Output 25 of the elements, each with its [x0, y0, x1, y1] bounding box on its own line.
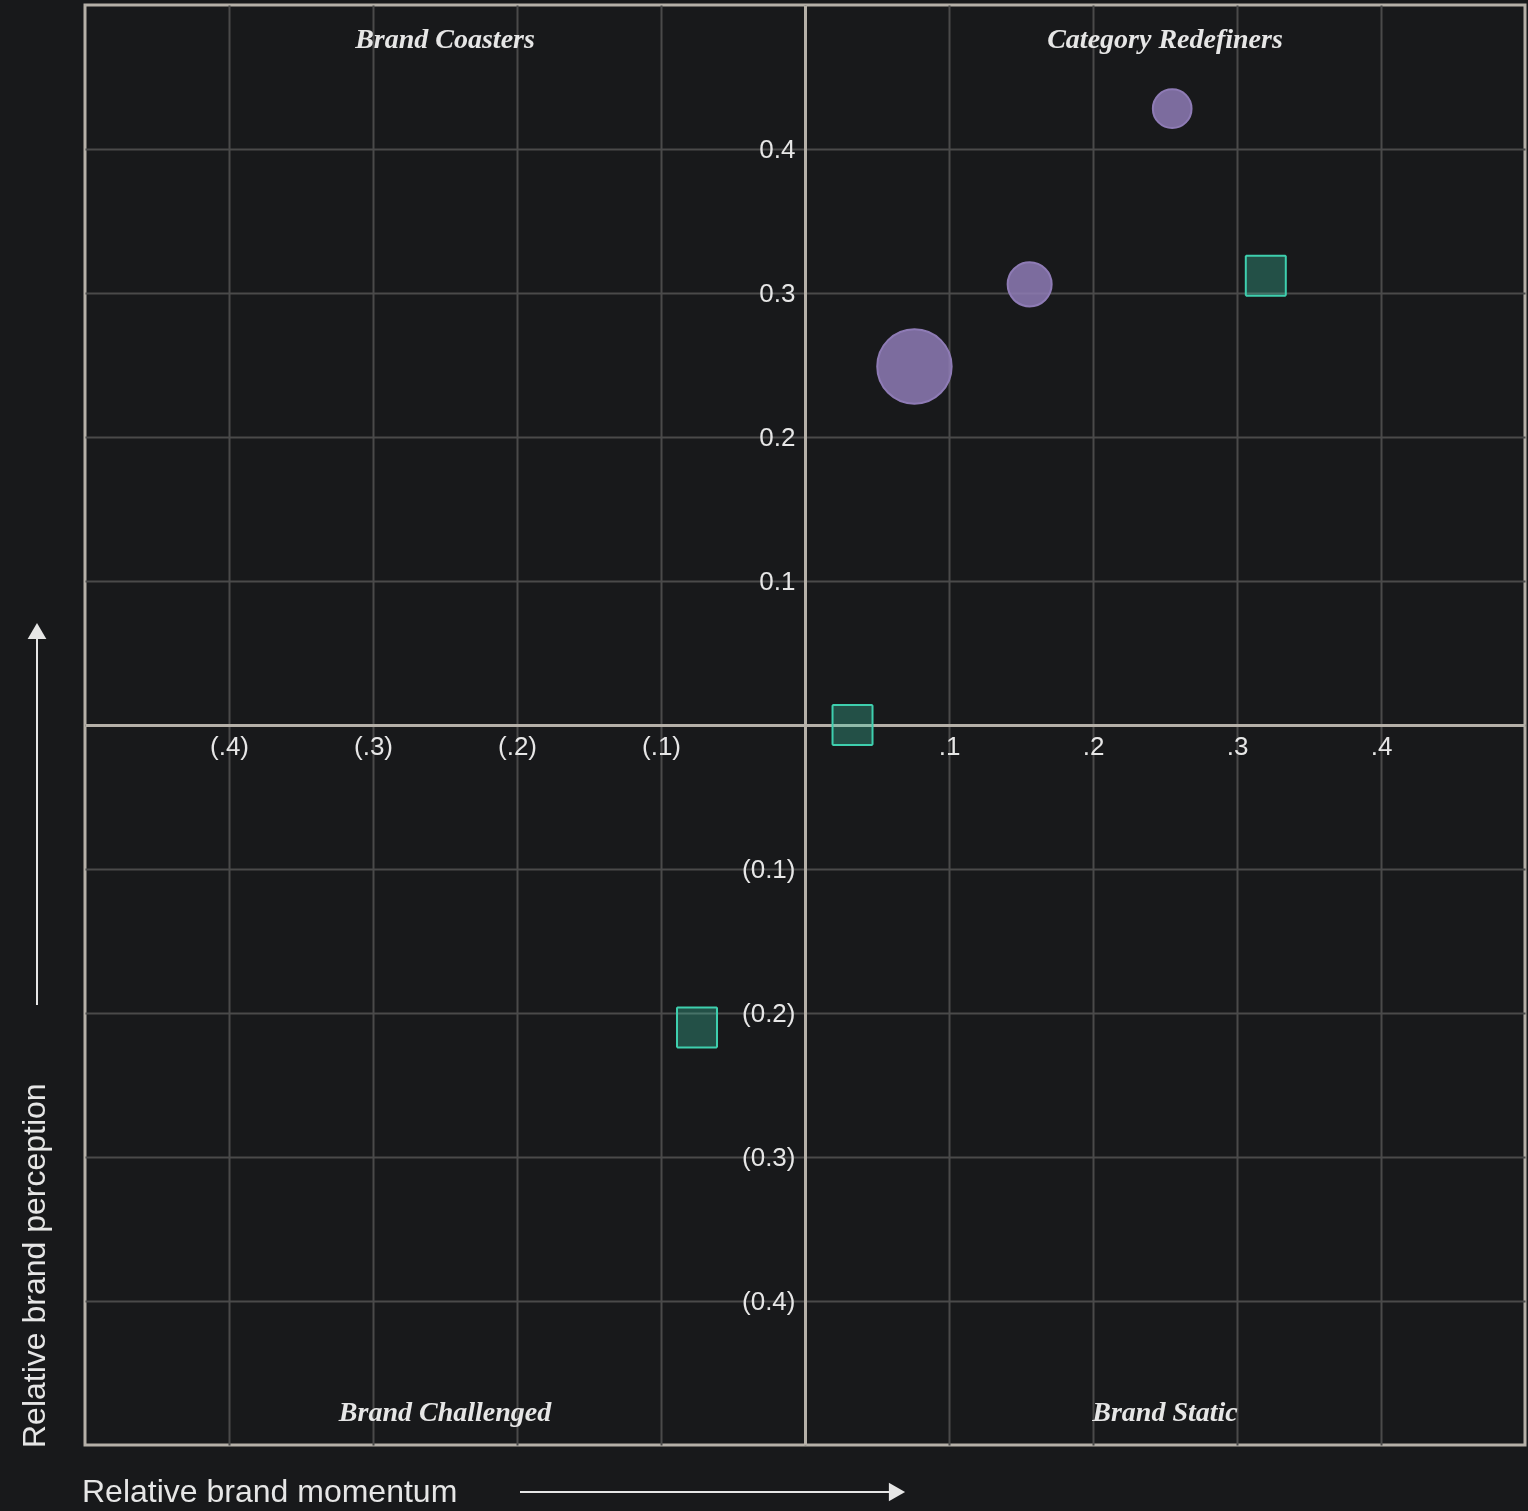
y-tick-label: 0.4	[759, 133, 796, 164]
y-tick-label: 0.3	[759, 277, 796, 308]
y-axis-title: Relative brand perception	[16, 1083, 52, 1448]
annotation: Category Redefiners	[1047, 23, 1283, 54]
y-tick-label: 0.2	[759, 421, 796, 452]
x-tick-label: (.2)	[498, 730, 537, 761]
point	[831, 704, 874, 746]
x-tick-label: (.1)	[642, 730, 681, 761]
annotation: Brand Static	[1091, 1396, 1239, 1427]
point	[1244, 254, 1287, 297]
x-tick-label: .2	[1082, 730, 1105, 761]
y-tick-label: (0.2)	[742, 997, 796, 1028]
x-tick-label: .1	[938, 730, 961, 761]
x-tick-label: (.3)	[354, 730, 393, 761]
x-tick-label: .3	[1226, 730, 1249, 761]
x-tick-label: .4	[1370, 730, 1393, 761]
point	[676, 1006, 718, 1049]
y-tick-label: (0.1)	[742, 853, 796, 884]
annotation: Brand Coasters	[354, 23, 535, 54]
annotation: Brand Challenged	[337, 1396, 553, 1427]
y-tick-label: (0.4)	[742, 1285, 796, 1316]
y-tick-label: (0.3)	[742, 1141, 796, 1172]
x-axis-title: Relative brand momentum	[82, 1473, 458, 1509]
x-tick-label: (.4)	[210, 730, 249, 761]
y-tick-label: 0.1	[759, 565, 796, 596]
